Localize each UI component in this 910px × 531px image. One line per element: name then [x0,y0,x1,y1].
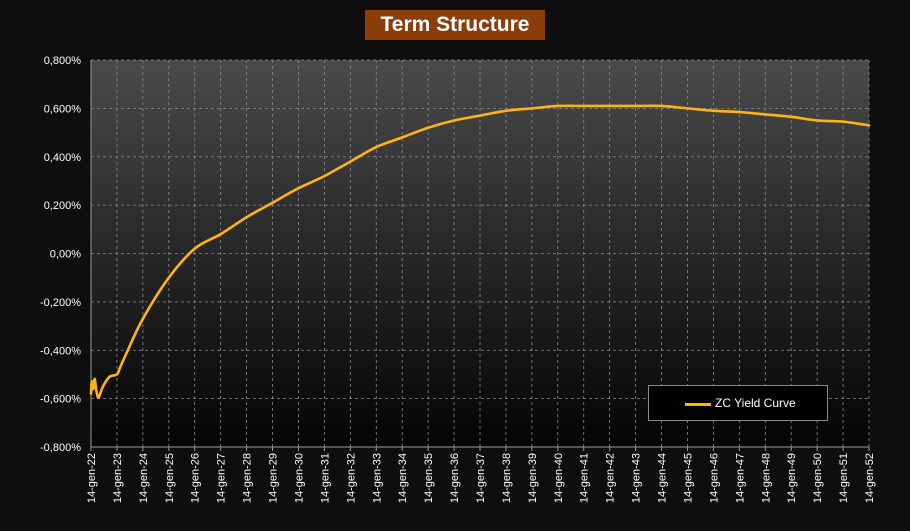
legend: ZC Yield Curve [648,385,828,421]
x-tick-label: 14-gen-42 [605,453,617,503]
y-tick-label: -0,800% [40,442,81,454]
y-tick-label: 0,00% [50,249,81,261]
x-tick-label: 14-gen-33 [371,453,383,503]
x-tick-label: 14-gen-44 [657,453,669,503]
x-tick-label: 14-gen-37 [475,453,487,503]
x-tick-label: 14-gen-23 [112,453,124,503]
y-tick-label: 0,800% [44,55,82,67]
y-axis-tick-labels: 0,800% 0,600% 0,400% 0,200% 0,00% -0,200% -0,4… [40,55,81,454]
y-tick-label: 0,400% [44,152,82,164]
y-tick-label: 0,200% [44,200,82,212]
x-tick-label: 14-gen-45 [682,453,694,503]
chart-title: Term Structure [365,10,545,40]
x-tick-label: 14-gen-26 [190,453,202,503]
x-tick-label: 14-gen-50 [812,453,824,503]
y-tick-label: -0,200% [40,297,81,309]
x-tick-label: 14-gen-34 [397,453,409,503]
x-tick-label: 14-gen-31 [319,453,331,503]
x-tick-label: 14-gen-22 [86,453,98,503]
legend-label-zc-yield-curve: ZC Yield Curve [715,396,796,410]
x-tick-label: 14-gen-40 [553,453,565,503]
x-tick-label: 14-gen-51 [838,453,850,503]
x-tick-label: 14-gen-28 [242,453,254,503]
x-tick-label: 14-gen-30 [293,453,305,503]
grid-lines [91,59,870,447]
series-line-zc-yield-curve [89,104,871,399]
y-tick-label: -0,600% [40,394,81,406]
x-tick-label: 14-gen-49 [786,453,798,503]
x-tick-label: 14-gen-48 [760,453,772,503]
x-tick-label: 14-gen-39 [527,453,539,503]
x-tick-label: 14-gen-41 [579,453,591,503]
x-tick-label: 14-gen-32 [345,453,357,503]
x-tick-label: 14-gen-46 [708,453,720,503]
x-axis-tick-labels: 14-gen-22 14-gen-23 14-gen-24 14-gen-25 14-g… [86,447,876,503]
x-tick-label: 14-gen-43 [631,453,643,503]
x-tick-label: 14-gen-36 [449,453,461,503]
x-tick-label: 14-gen-29 [268,453,280,503]
x-tick-label: 14-gen-52 [864,453,876,503]
x-tick-label: 14-gen-38 [501,453,513,503]
x-tick-label: 14-gen-27 [216,453,228,503]
x-tick-label: 14-gen-25 [164,453,176,503]
y-tick-label: -0,400% [40,345,81,357]
x-tick-label: 14-gen-47 [734,453,746,503]
x-tick-label: 14-gen-35 [423,453,435,503]
y-tick-label: 0,600% [44,103,82,115]
x-tick-label: 14-gen-24 [138,453,150,503]
legend-swatch-zc-yield-curve [685,403,711,406]
